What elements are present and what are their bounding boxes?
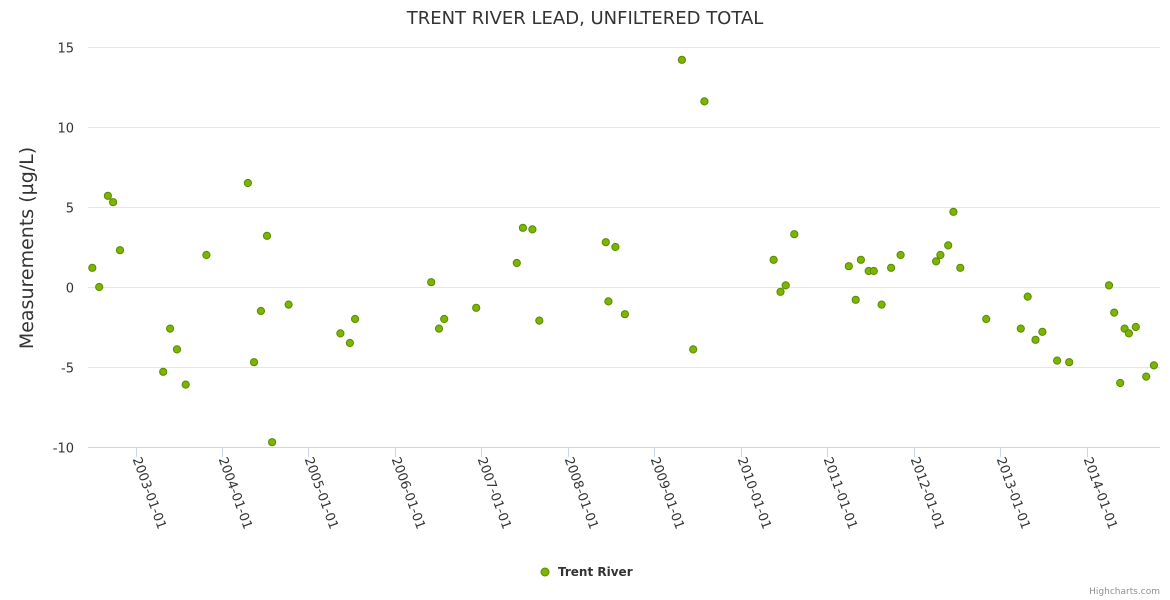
data-point[interactable] bbox=[528, 225, 537, 234]
legend[interactable]: Trent River bbox=[540, 565, 633, 579]
data-point[interactable] bbox=[88, 263, 97, 272]
credits-link[interactable]: Highcharts.com bbox=[1089, 587, 1160, 597]
data-point[interactable] bbox=[936, 250, 945, 260]
data-point[interactable] bbox=[243, 178, 252, 188]
y-tick-label: -5 bbox=[61, 362, 74, 377]
data-point[interactable] bbox=[700, 97, 709, 106]
data-point[interactable] bbox=[932, 257, 941, 266]
data-point[interactable] bbox=[1124, 329, 1134, 338]
data-point[interactable] bbox=[601, 238, 610, 247]
data-point[interactable] bbox=[769, 255, 778, 264]
chart-title: TRENT RIVER LEAD, UNFILTERED TOTAL bbox=[406, 8, 764, 29]
data-point[interactable] bbox=[472, 303, 481, 312]
data-point[interactable] bbox=[1142, 372, 1151, 381]
data-point[interactable] bbox=[1031, 335, 1040, 344]
data-point[interactable] bbox=[172, 345, 182, 354]
data-point[interactable] bbox=[776, 287, 785, 296]
data-point[interactable] bbox=[440, 314, 449, 324]
data-point[interactable] bbox=[256, 306, 265, 316]
data-point[interactable] bbox=[1053, 356, 1062, 365]
data-point[interactable] bbox=[166, 324, 175, 333]
data-point[interactable] bbox=[284, 300, 293, 309]
data-point[interactable] bbox=[345, 338, 354, 348]
y-tick-label: 5 bbox=[66, 202, 74, 217]
data-point[interactable] bbox=[1023, 292, 1032, 301]
data-point[interactable] bbox=[202, 250, 211, 260]
data-point[interactable] bbox=[944, 241, 953, 250]
y-axis: -10 -5 0 5 10 15 bbox=[53, 42, 74, 457]
data-point[interactable] bbox=[518, 223, 528, 232]
data-point[interactable] bbox=[249, 358, 259, 367]
legend-marker[interactable] bbox=[540, 567, 550, 577]
y-axis-label: Measurements (µg/L) bbox=[16, 147, 38, 349]
data-point[interactable] bbox=[1131, 322, 1140, 332]
data-point[interactable] bbox=[611, 242, 620, 252]
data-point[interactable] bbox=[115, 246, 125, 255]
data-point[interactable] bbox=[1016, 324, 1025, 333]
data-point[interactable] bbox=[159, 367, 168, 376]
data-point[interactable] bbox=[982, 314, 991, 324]
data-point[interactable] bbox=[851, 295, 860, 304]
data-point[interactable] bbox=[336, 329, 345, 338]
data-point[interactable] bbox=[109, 198, 118, 207]
data-point[interactable] bbox=[1104, 281, 1114, 290]
data-point[interactable] bbox=[1116, 378, 1125, 388]
data-point[interactable] bbox=[262, 231, 272, 240]
legend-label[interactable]: Trent River bbox=[558, 565, 633, 579]
data-point[interactable] bbox=[689, 345, 698, 354]
data-point[interactable] bbox=[620, 310, 630, 319]
y-tick-label: 15 bbox=[57, 42, 74, 57]
data-point[interactable] bbox=[949, 207, 958, 216]
data-point[interactable] bbox=[95, 282, 104, 292]
data-point[interactable] bbox=[877, 300, 886, 309]
data-point[interactable] bbox=[1110, 308, 1119, 317]
y-tick-label: 0 bbox=[66, 282, 74, 297]
data-point[interactable] bbox=[896, 250, 905, 260]
data-point[interactable] bbox=[535, 316, 544, 325]
data-point[interactable] bbox=[1065, 358, 1074, 367]
data-point[interactable] bbox=[351, 314, 360, 324]
data-point[interactable] bbox=[181, 380, 190, 389]
data-point[interactable] bbox=[434, 324, 444, 333]
data-point[interactable] bbox=[844, 262, 853, 271]
data-point[interactable] bbox=[512, 258, 521, 268]
data-point[interactable] bbox=[1149, 361, 1159, 370]
data-point[interactable] bbox=[869, 266, 878, 276]
data-point[interactable] bbox=[790, 230, 799, 239]
data-point[interactable] bbox=[604, 297, 613, 306]
data-point[interactable] bbox=[856, 255, 866, 264]
data-point[interactable] bbox=[427, 278, 436, 287]
data-point[interactable] bbox=[268, 438, 277, 447]
data-point[interactable] bbox=[103, 191, 113, 200]
data-point[interactable] bbox=[781, 281, 790, 290]
y-tick-label: 10 bbox=[57, 122, 74, 137]
series-trent-river bbox=[88, 55, 1159, 447]
y-tick-label: -10 bbox=[53, 442, 74, 457]
data-point[interactable] bbox=[956, 263, 965, 272]
data-point[interactable] bbox=[677, 55, 687, 64]
data-point[interactable] bbox=[1038, 327, 1047, 336]
data-point[interactable] bbox=[887, 263, 896, 272]
